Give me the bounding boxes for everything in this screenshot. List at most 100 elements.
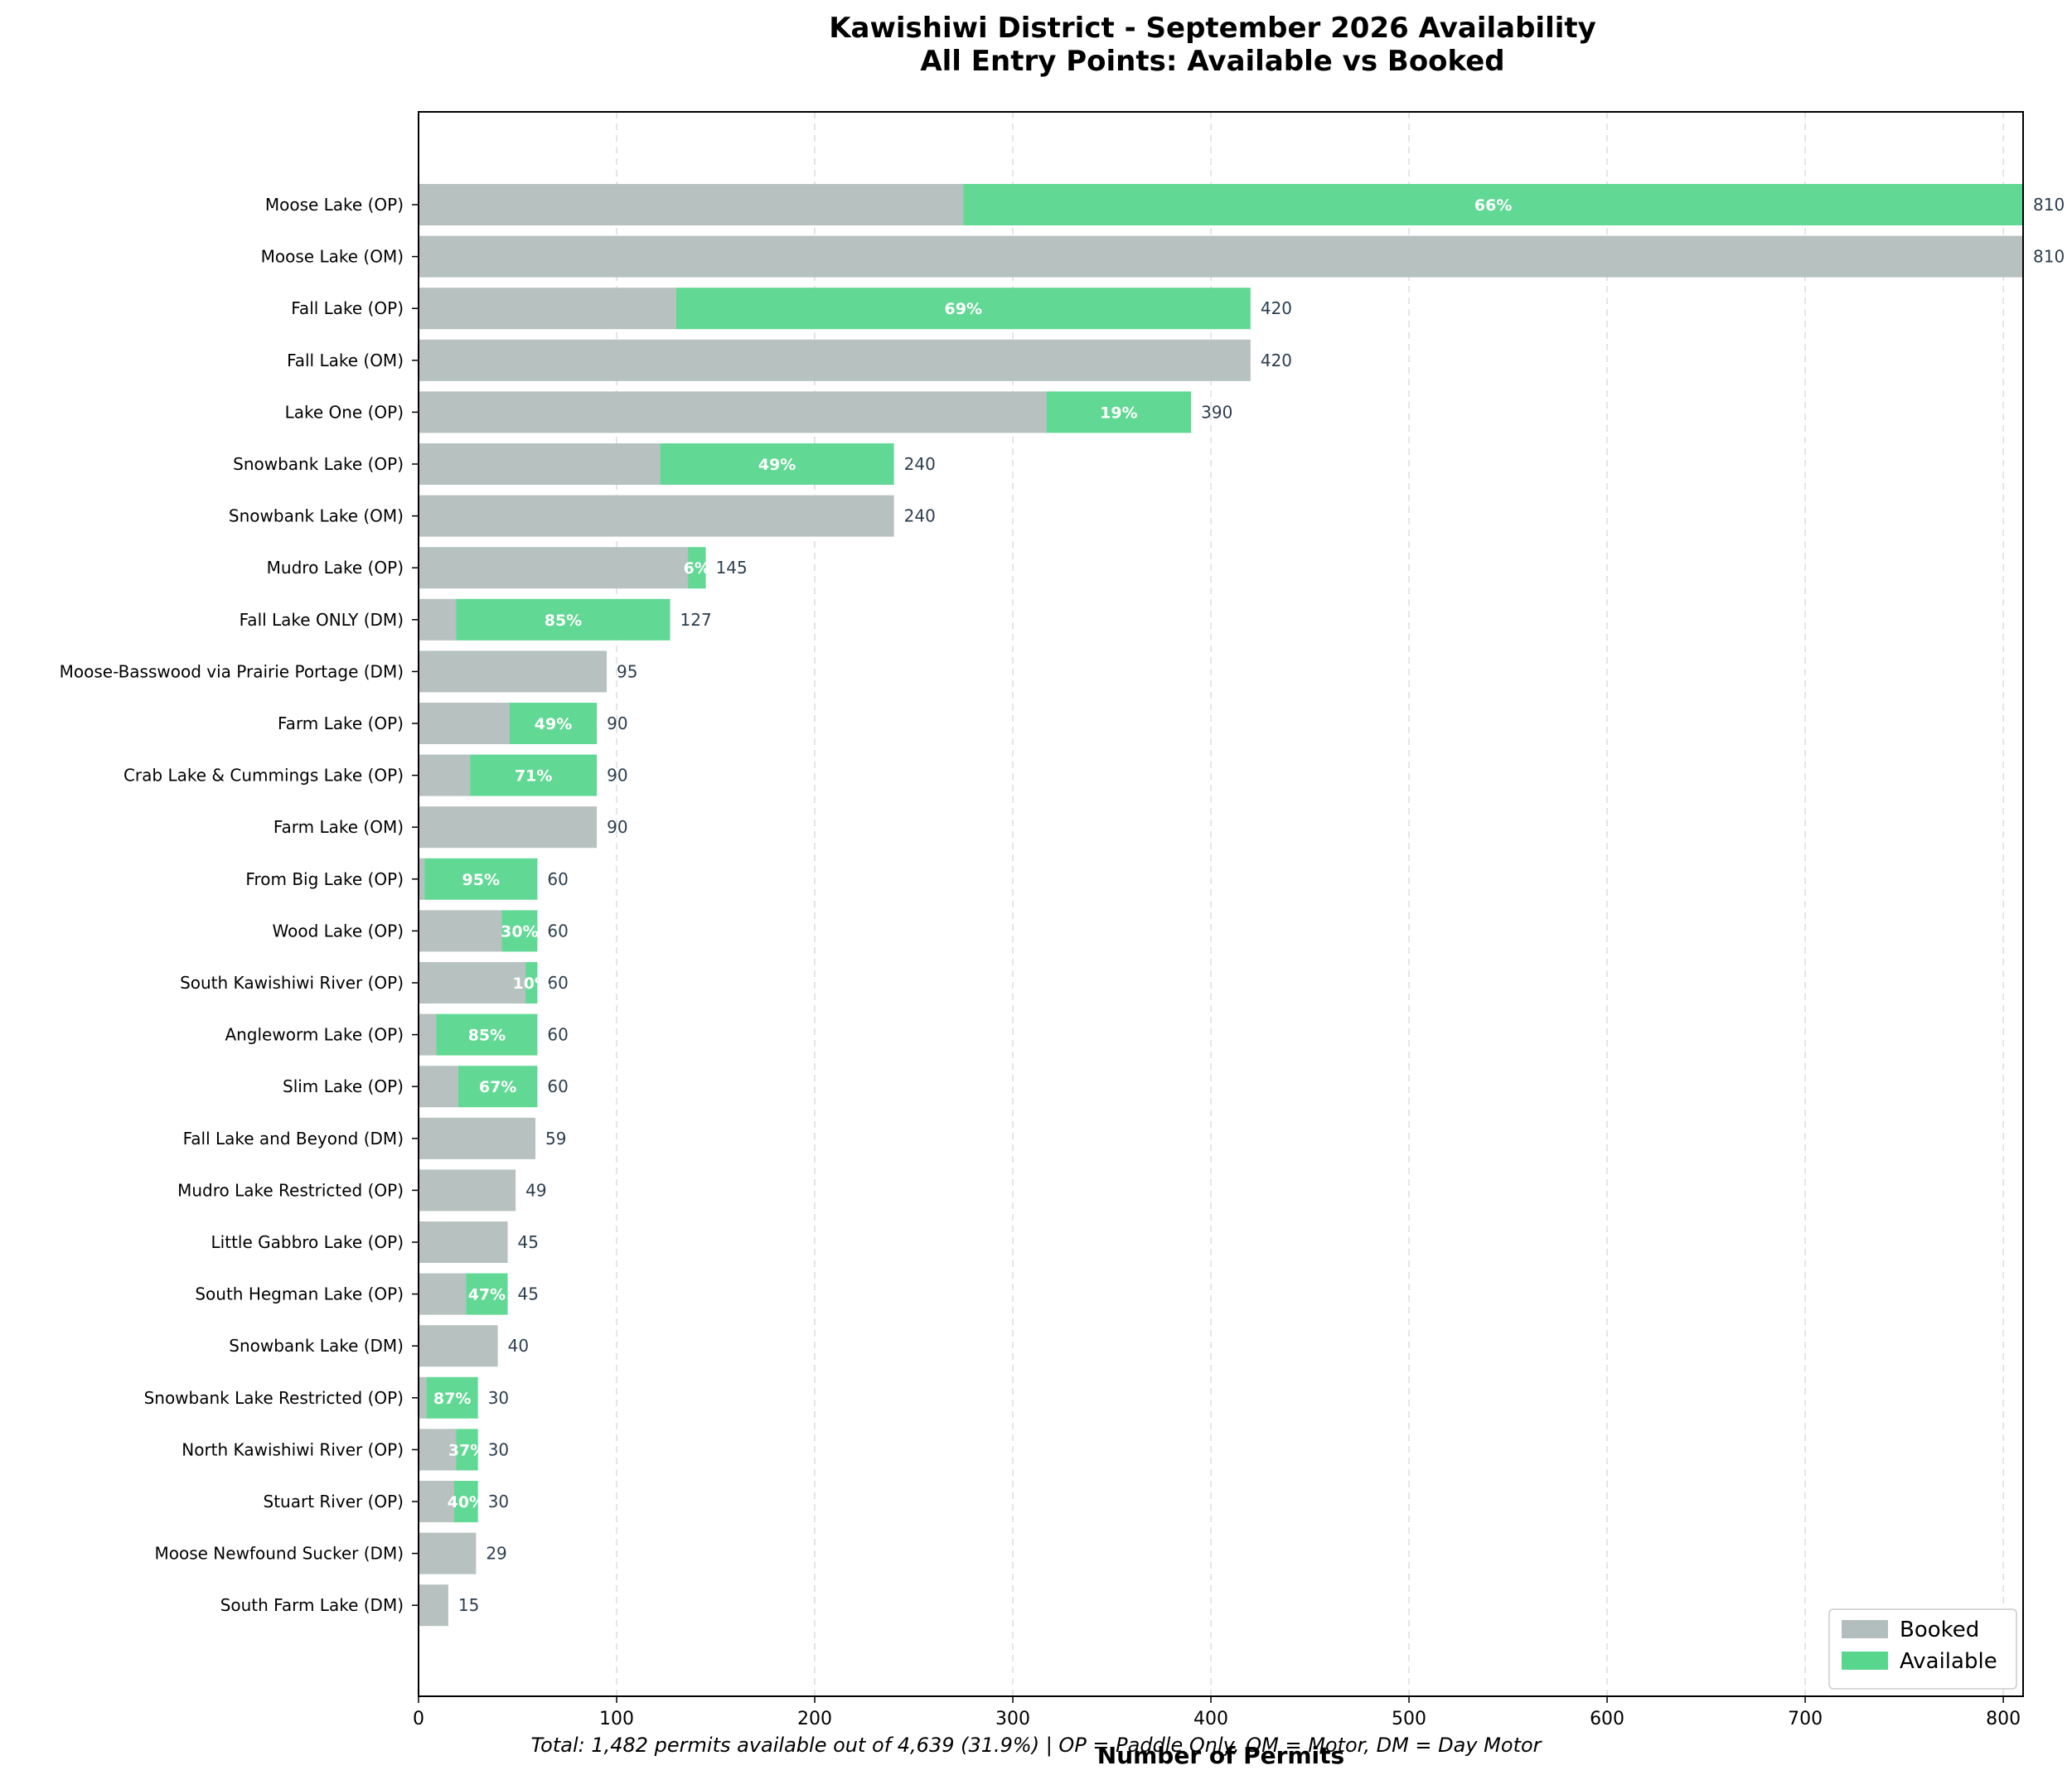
total-data-label: 95 [617,661,637,681]
x-axis-label: Number of Permits [1097,1742,1344,1769]
bar-booked [419,1221,508,1263]
bar-available [963,184,2023,225]
plot-frame [418,111,2024,1697]
y-tick-label: Snowbank Lake (DM) [229,1336,404,1356]
y-tick-label: Angleworm Lake (OP) [225,1025,404,1045]
total-data-label: 60 [547,1076,568,1096]
bar-available [466,1273,508,1315]
legend-label-available: Available [1900,1649,1997,1674]
bar-booked [419,288,676,330]
bar-available [688,547,706,589]
total-data-label: 30 [488,1388,509,1408]
percent-data-label: 67% [479,1078,516,1096]
y-tick-label: Fall Lake (OM) [287,351,404,370]
bar-booked [419,962,526,1004]
bar-booked [419,858,425,900]
total-data-label: 29 [486,1544,506,1564]
bar-available [525,962,538,1004]
bar-booked [419,1429,457,1471]
total-data-label: 90 [607,713,627,733]
y-tick-label: Moose Lake (OM) [261,247,404,267]
y-tick-label: South Farm Lake (DM) [220,1595,404,1615]
percent-data-label: 37% [448,1441,486,1459]
bar-booked [419,754,471,796]
bar-booked [419,339,1251,381]
total-data-label: 30 [488,1492,509,1511]
x-tick-label: 800 [1986,1709,2021,1729]
bar-booked [419,235,2023,278]
bar-booked [419,651,608,693]
percent-data-label: 47% [468,1286,506,1304]
bar-booked [419,495,894,537]
bar-booked [419,1169,516,1212]
total-data-label: 127 [680,610,712,630]
percent-data-label: 6% [684,559,710,578]
labels-group: Moose Lake (OP) 810 66% Moose Lake (OM) 810 F… [60,195,2065,1615]
bar-booked [419,1481,455,1522]
percent-data-label: 85% [468,1027,506,1045]
bar-booked [419,910,502,952]
x-tick-label: 300 [995,1709,1030,1729]
grid-lines [616,112,2004,1696]
total-data-label: 240 [904,454,936,474]
total-data-label: 49 [525,1180,546,1200]
bar-booked [419,703,510,744]
y-tick-label: Stuart River (OP) [264,1492,404,1511]
total-data-label: 30 [488,1439,509,1459]
bar-booked [419,1273,467,1315]
total-data-label: 145 [716,558,748,578]
x-tick-label: 200 [797,1709,832,1729]
percent-data-label: 19% [1100,404,1137,422]
y-tick-label: Crab Lake & Cummings Lake (OP) [123,766,404,786]
legend-swatch-available [1842,1652,1888,1670]
y-tick-label: Snowbank Lake (OP) [233,454,404,474]
chart-subtitle: All Entry Points: Available vs Booked [920,45,1504,78]
total-data-label: 90 [607,817,627,837]
y-tick-label: Farm Lake (OP) [278,713,404,733]
bar-available [1046,391,1192,433]
y-tick-label: Snowbank Lake (OM) [229,506,404,526]
bar-booked [419,1325,498,1367]
bar-booked [419,547,689,589]
bar-booked [419,1013,437,1056]
total-data-label: 45 [518,1284,539,1304]
percent-data-label: 85% [545,612,582,630]
total-data-label: 810 [2033,247,2065,267]
y-tick-label: Snowbank Lake Restricted (OP) [144,1388,404,1408]
bar-available [470,754,598,796]
percent-data-label: 40% [448,1493,485,1511]
y-tick-label: Slim Lake (OP) [283,1076,404,1096]
total-data-label: 810 [2033,195,2065,215]
x-tick-label: 100 [599,1709,634,1729]
total-data-label: 59 [545,1129,566,1149]
percent-data-label: 10% [512,975,549,993]
total-data-label: 390 [1201,402,1232,422]
bar-available [457,1066,538,1108]
percent-data-label: 95% [462,871,500,889]
bar-available [454,1481,478,1522]
y-tick-label: Farm Lake (OM) [274,817,404,837]
y-tick-label: Fall Lake and Beyond (DM) [183,1129,404,1149]
y-tick-label: Fall Lake (OP) [291,298,404,318]
bar-available [456,1429,478,1471]
percent-data-label: 66% [1474,196,1512,215]
bar-booked [419,1376,427,1419]
total-data-label: 90 [607,766,627,786]
bar-booked [419,184,964,225]
total-data-label: 60 [547,973,568,993]
total-data-label: 15 [458,1595,479,1615]
bar-booked [419,598,457,641]
legend-label-booked: Booked [1900,1618,1979,1642]
percent-data-label: 49% [758,456,796,474]
total-data-label: 60 [547,1025,568,1045]
total-data-label: 420 [1261,351,1292,370]
bar-booked [419,1066,458,1108]
bar-available [456,598,670,641]
bar-available [436,1013,538,1056]
bar-booked [419,1532,477,1574]
y-tick-label: Lake One (OP) [285,402,404,422]
x-tick-label: 0 [413,1709,424,1729]
x-tick-label: 700 [1788,1709,1823,1729]
